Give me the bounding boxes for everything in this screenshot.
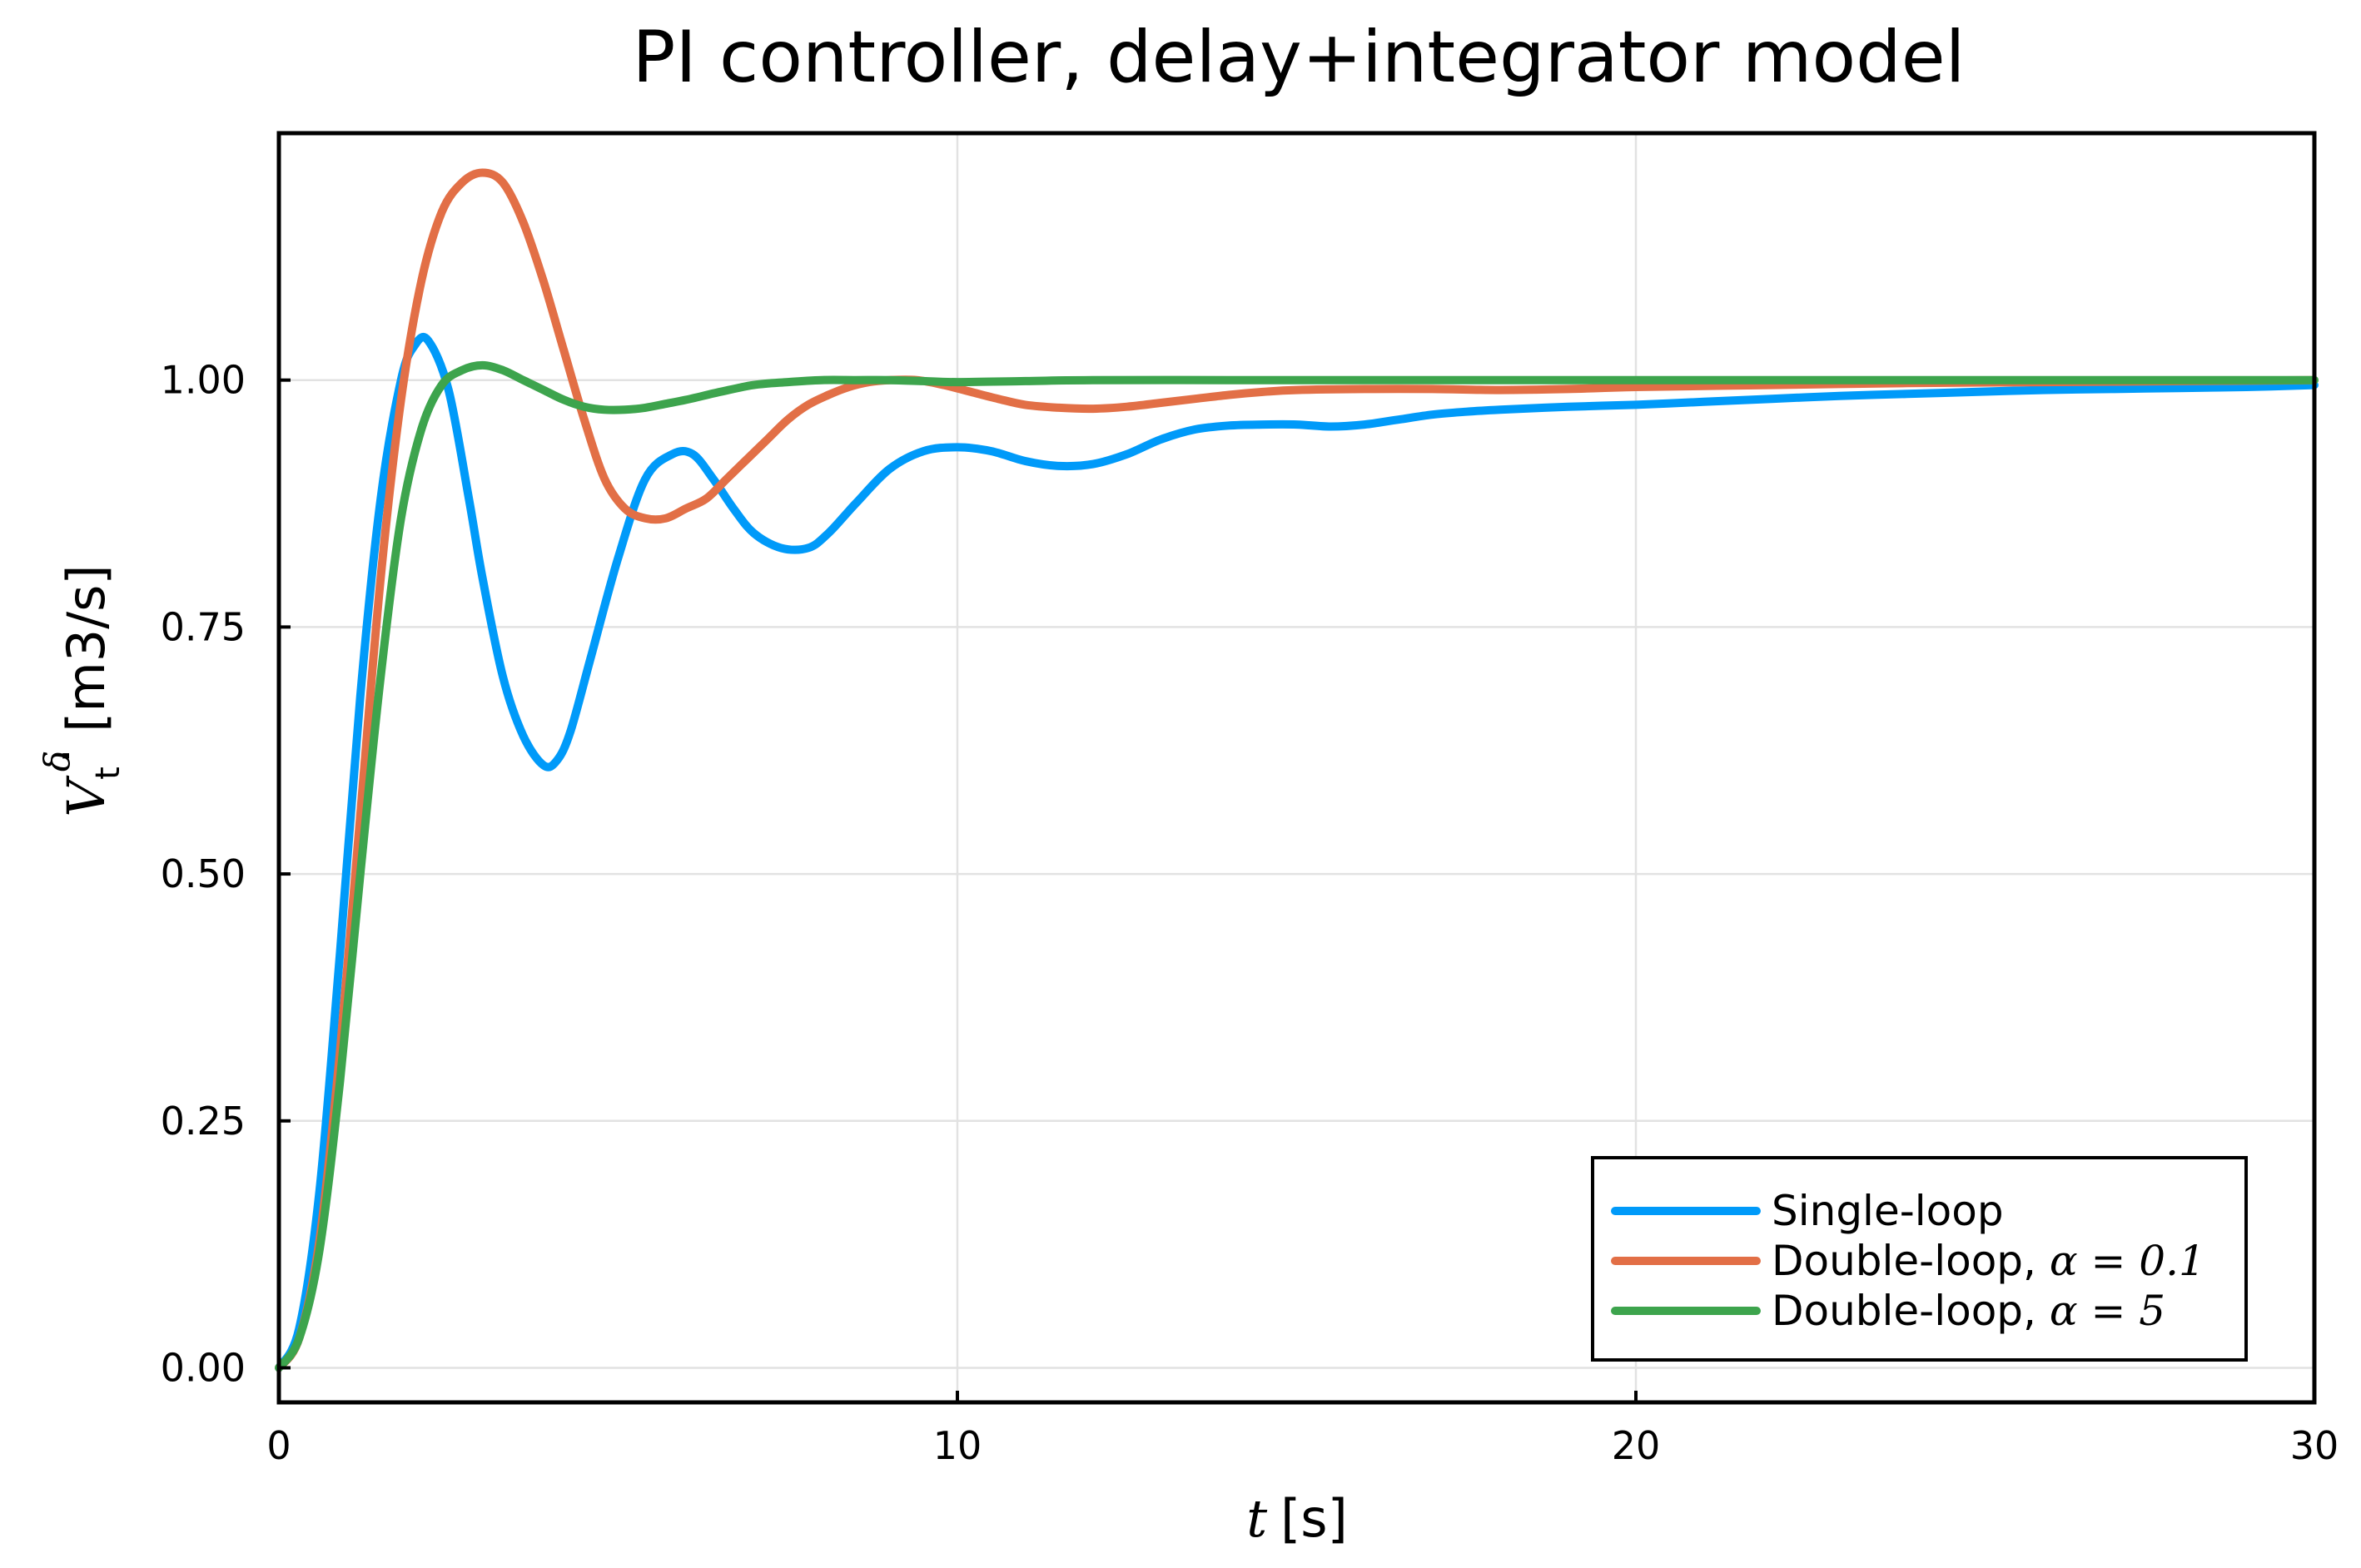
x-axis-var: t: [1246, 1488, 1267, 1549]
y-tick-label: 0.25: [161, 1099, 246, 1144]
y-axis-unit: [m3/s]: [56, 564, 117, 732]
x-axis-label: t [s]: [1246, 1488, 1348, 1549]
series-line-1: [275, 168, 2319, 1372]
x-tick-label: 10: [933, 1423, 982, 1468]
x-tick-label: 0: [266, 1423, 291, 1468]
legend-label-2: Double-loop, α = 5: [1772, 1287, 2165, 1335]
series-line-2: [275, 360, 2319, 1372]
legend-box: [1591, 1156, 2248, 1362]
series-line-0: [275, 333, 2319, 1372]
legend-label-0: Single-loop: [1772, 1187, 2004, 1235]
legend-label-1: Double-loop, α = 0.1: [1772, 1237, 2205, 1285]
legend-math-2: α = 5: [2050, 1287, 2165, 1335]
plot-frame: [276, 131, 2317, 1405]
y-tick-label: 0.50: [161, 851, 246, 896]
y-axis-label: Vtδ [m3/s] ·: [36, 564, 127, 816]
y-axis-var: V: [56, 775, 117, 817]
y-axis-sub: t: [89, 767, 127, 780]
x-axis-ticks: 0 10 20 30: [266, 1391, 2339, 1468]
x-tick-label: 20: [1612, 1423, 1661, 1468]
x-tick-label: 30: [2290, 1423, 2339, 1468]
series-layer: [275, 168, 2319, 1372]
y-tick-label: 1.00: [161, 358, 246, 403]
y-axis-dot: ·: [36, 747, 97, 764]
legend-math-1: α = 0.1: [2050, 1237, 2205, 1285]
y-tick-label: 0.75: [161, 604, 246, 649]
y-axis-sup: δ: [37, 751, 77, 772]
svg-text:Vtδ[m3/s]: Vtδ [m3/s]: [37, 564, 127, 816]
y-axis-ticks: 0.00 0.25 0.50 0.75 1.00: [161, 358, 291, 1390]
chart-title: PI controller, delay+integrator model: [632, 16, 1965, 99]
x-axis-unit: [s]: [1280, 1488, 1348, 1549]
y-tick-label: 0.00: [161, 1345, 246, 1390]
